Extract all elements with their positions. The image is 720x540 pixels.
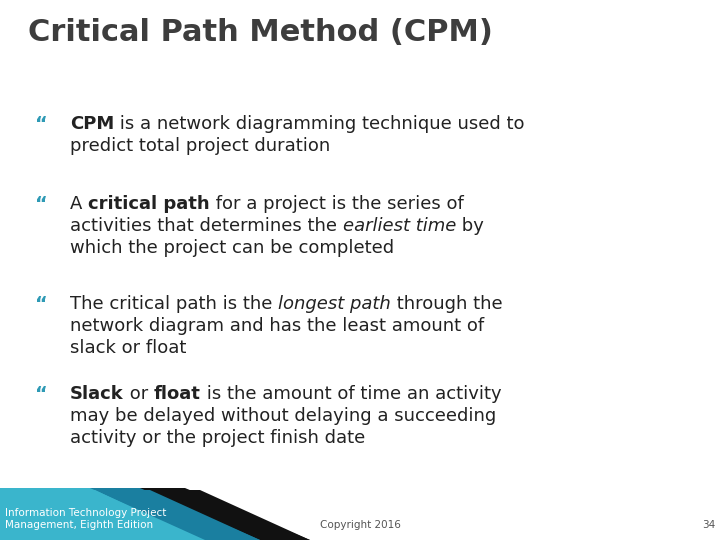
Text: “: “: [35, 115, 48, 134]
Text: critical path: critical path: [88, 195, 210, 213]
Text: Copyright 2016: Copyright 2016: [320, 520, 400, 530]
Text: Information Technology Project
Management, Eighth Edition: Information Technology Project Managemen…: [5, 508, 166, 530]
Text: activities that determines the: activities that determines the: [70, 217, 343, 235]
Bar: [0, 488, 720, 540]
Text: through the: through the: [391, 295, 503, 313]
Polygon shape: [0, 488, 310, 540]
Text: by: by: [456, 217, 484, 235]
Text: earliest time: earliest time: [343, 217, 456, 235]
Text: 34: 34: [702, 520, 715, 530]
Text: slack or float: slack or float: [70, 339, 186, 357]
Text: is a network diagramming technique used to: is a network diagramming technique used …: [114, 115, 525, 133]
Text: “: “: [35, 195, 48, 214]
Text: “: “: [35, 295, 48, 314]
Text: for a project is the series of: for a project is the series of: [210, 195, 464, 213]
Text: may be delayed without delaying a succeeding: may be delayed without delaying a succee…: [70, 407, 496, 425]
Polygon shape: [0, 488, 260, 540]
Text: The critical path is the: The critical path is the: [70, 295, 278, 313]
Text: predict total project duration: predict total project duration: [70, 137, 330, 155]
Polygon shape: [0, 488, 205, 540]
Text: is the amount of time an activity: is the amount of time an activity: [201, 385, 501, 403]
Text: A: A: [70, 195, 88, 213]
Text: Slack: Slack: [70, 385, 124, 403]
Text: “: “: [35, 385, 48, 404]
Text: network diagram and has the least amount of: network diagram and has the least amount…: [70, 317, 484, 335]
Polygon shape: [0, 490, 200, 540]
Text: Critical Path Method (CPM): Critical Path Method (CPM): [28, 18, 493, 47]
Text: float: float: [154, 385, 201, 403]
Polygon shape: [0, 490, 260, 540]
Text: longest path: longest path: [278, 295, 391, 313]
Text: activity or the project finish date: activity or the project finish date: [70, 429, 365, 447]
Text: which the project can be completed: which the project can be completed: [70, 239, 394, 257]
Polygon shape: [0, 490, 310, 540]
Text: CPM: CPM: [70, 115, 114, 133]
Text: or: or: [124, 385, 154, 403]
